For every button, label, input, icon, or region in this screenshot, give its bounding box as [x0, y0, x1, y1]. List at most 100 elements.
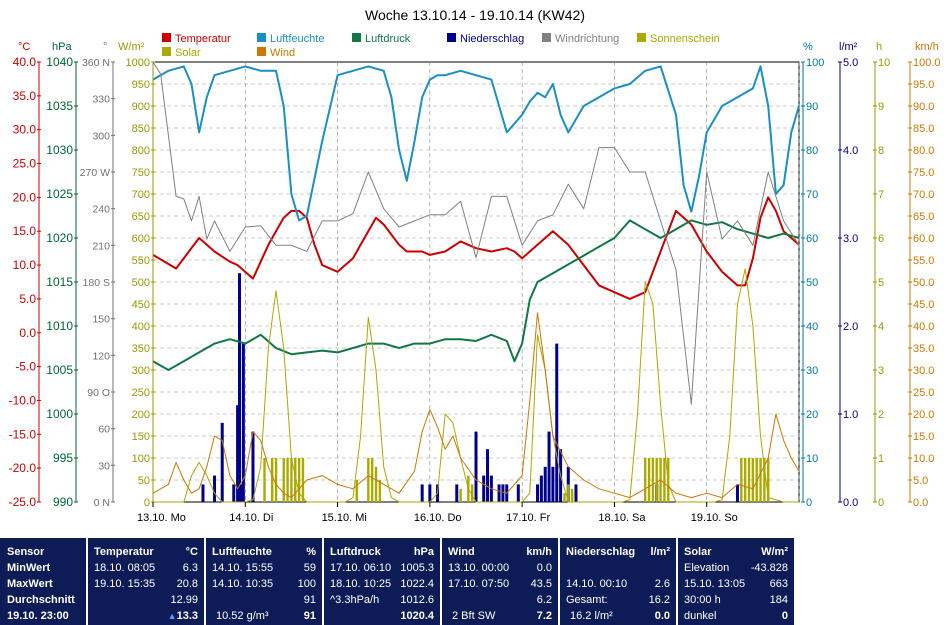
solar-sunshine-label: 30:00 h [684, 594, 721, 606]
legend-label: Luftdruck [365, 33, 411, 45]
y-tick-label: 2 [878, 409, 884, 421]
y-tick-label: 100.0 [913, 57, 941, 69]
sunshine-bar [567, 484, 570, 502]
y-tick-label: 1035 [46, 99, 73, 113]
y-tick-label: 0.0 [19, 326, 36, 340]
y-tick-label: 750 [132, 167, 150, 179]
solar-current: 0 [781, 610, 788, 622]
solar-elevation-label: Elevation [684, 562, 730, 574]
sunshine-bar [759, 458, 762, 502]
humidity-max-value: 100 [297, 578, 316, 590]
rain-total-value: 16.2 [648, 594, 670, 606]
sunshine-bar [355, 480, 358, 502]
rain-bar [232, 484, 236, 502]
solar-sunshine-value: 184 [769, 594, 788, 606]
y-tick-label: 10 [878, 57, 890, 69]
y-tick-label: 1020 [46, 231, 73, 245]
rain-bar [574, 484, 578, 502]
solar-max-value: 663 [769, 578, 788, 590]
series-line-4 [153, 268, 799, 503]
y-tick-label: -15.0 [9, 427, 37, 441]
y-tick-label: 35.0 [913, 343, 934, 355]
pressure-max-time: 18.10. 10:25 [330, 578, 392, 590]
y-tick-label: 30 [98, 460, 110, 472]
column-separator [86, 538, 88, 625]
sunshine-bar [459, 488, 462, 502]
y-tick-label: 6 [878, 233, 884, 245]
y-tick-label: 25.0 [13, 157, 37, 171]
y-tick-label: 4 [878, 321, 884, 333]
y-tick-label: 60.0 [913, 233, 934, 245]
y-tick-label: 30.0 [913, 365, 934, 377]
y-tick-label: 200 [132, 409, 150, 421]
temperature-current: ▲13.3 [168, 610, 198, 622]
y-tick-label: 1 [878, 453, 884, 465]
column-separator [322, 538, 324, 625]
y-tick-label: 120 [92, 350, 110, 362]
y-tick-label: 65.0 [913, 211, 934, 223]
y-tick-label: -20.0 [9, 461, 37, 475]
pressure-min-time: 17.10. 06:10 [330, 562, 392, 574]
temperature-min-value: 6.3 [182, 562, 198, 574]
x-tick-labels: 13.10. Mo 14.10. Di 15.10. Mi 16.10. Do 17.1… [137, 502, 738, 524]
chart-legend: Temperatur Luftfeuchte Luftdruck Niederschl… [162, 33, 720, 59]
wind-current: 7.2 [536, 610, 552, 622]
y-tick-label: 995 [53, 451, 73, 465]
rain-bar [220, 422, 224, 502]
rain-bar [501, 484, 505, 502]
rain-bar [239, 484, 243, 502]
y-tick-label: 1.0 [843, 409, 858, 421]
y-tick-label: 1015 [46, 275, 73, 289]
x-tick-label: 13.10. Mo [137, 512, 186, 524]
y-tick-label: -10.0 [9, 393, 37, 407]
y-tick-label: 700 [132, 189, 150, 201]
rain-current: 0.0 [654, 610, 670, 622]
rain-bar [516, 484, 520, 502]
weather-chart: Woche 13.10.14 - 19.10.14 (KW42) Tempera… [8, 7, 941, 524]
wind-header: Wind [448, 546, 475, 558]
axis-unit-label: km/h [915, 41, 939, 53]
y-tick-label: 240 [92, 204, 110, 216]
rain-bar [201, 484, 205, 502]
y-tick-label: 5.0 [913, 475, 928, 487]
rain-bar [497, 484, 501, 502]
sunshine-bar [747, 458, 751, 502]
solar-column: Solar W/m² Elevation -43.828 15.10. 13:0… [678, 538, 794, 625]
rain-max-value: 2.6 [654, 578, 670, 590]
y-tick-label: 990 [53, 495, 73, 509]
legend-label: Wind [270, 47, 295, 59]
humidity-absolute: 10.52 g/m³ [216, 610, 269, 622]
sunshine-bar [647, 458, 651, 502]
rain-bar [547, 431, 551, 502]
y-tick-label: 70 [806, 189, 818, 201]
y-tick-label: 360 N [82, 57, 110, 69]
series-line-1 [152, 65, 800, 222]
y-tick-label: 45.0 [913, 299, 934, 311]
y-tick-label: 0 N [94, 497, 110, 509]
sunshine-bar [378, 480, 382, 502]
column-separator [204, 538, 206, 625]
sunshine-bar [374, 466, 378, 502]
sunshine-bar [767, 458, 770, 502]
sunshine-bar [470, 484, 474, 502]
y-tick-label: 500 [132, 277, 150, 289]
legend-swatch [637, 33, 646, 42]
y-tick-label: 10 [806, 453, 818, 465]
y-tick-label: 100 [132, 453, 150, 465]
sunshine-bar [370, 458, 374, 502]
y-tick-label: 900 [132, 101, 150, 113]
y-tick-label: 950 [132, 79, 150, 91]
y-tick-label: 7 [878, 189, 884, 201]
rain-header: Niederschlag [566, 546, 636, 558]
sunshine-bars [263, 458, 770, 502]
sunshine-bar [271, 458, 274, 502]
y-tick-label: 550 [132, 255, 150, 267]
rain-bar [236, 405, 240, 502]
y-tick-label: 1010 [46, 319, 73, 333]
legend-label: Solar [175, 47, 201, 59]
pressure-avg: 1012.6 [400, 594, 434, 606]
y-tick-label: 5.0 [843, 57, 858, 69]
temperature-header: Temperatur [94, 546, 154, 558]
humidity-max-time: 14.10. 10:35 [212, 578, 274, 590]
y-tick-label: 1005 [46, 363, 73, 377]
